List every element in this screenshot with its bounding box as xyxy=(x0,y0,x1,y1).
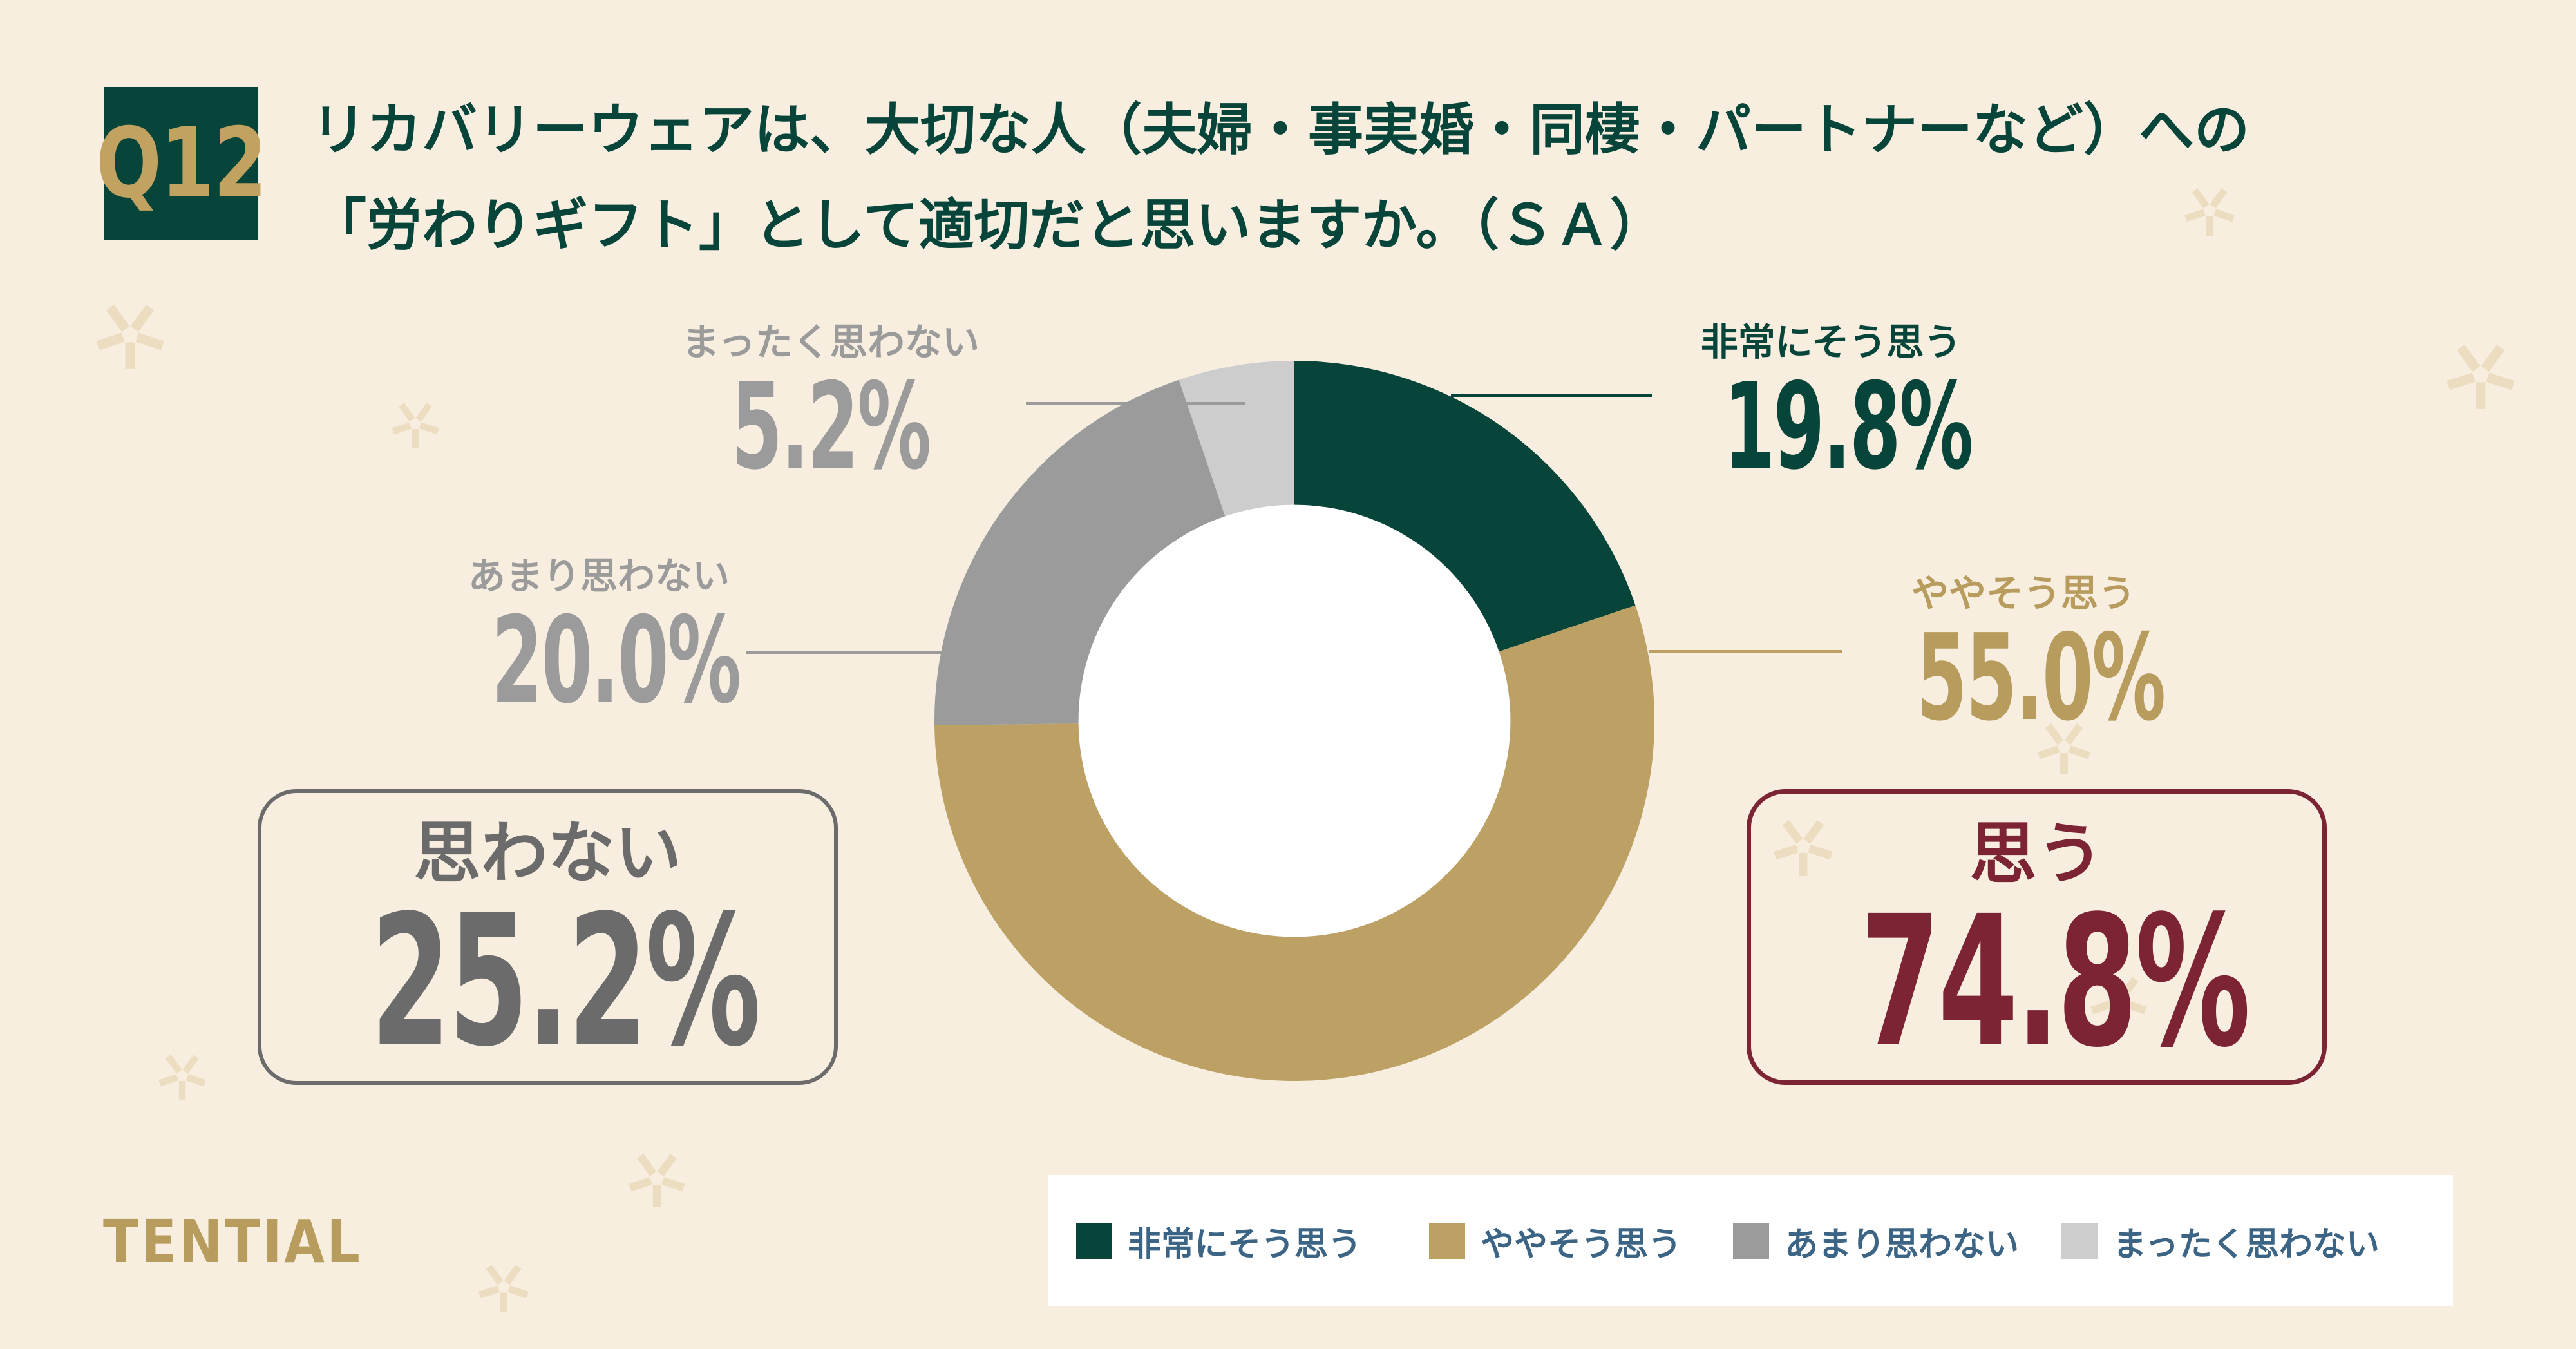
donut-hole xyxy=(1078,504,1511,937)
callout-somewhat-agree: ややそう思う 55.0% xyxy=(1840,568,2207,738)
page-title: リカバリーウェアは、大切な人（夫婦・事実婚・同棲・パートナーなど）への 「労わり… xyxy=(311,82,2533,273)
callout-label: まったく思わない xyxy=(682,320,980,364)
summary-box-disagree: 思わない 25.2% xyxy=(258,789,838,1085)
sparkle-icon xyxy=(156,1050,208,1102)
legend-label: まったく思わない xyxy=(2113,1225,2380,1264)
donut-chart xyxy=(934,361,1654,1081)
legend-swatch-icon xyxy=(1076,1223,1112,1259)
summary-value: 74.8% xyxy=(1860,877,2250,1087)
summary-label: 思う xyxy=(1969,814,2104,893)
leader-line-strongly-agree xyxy=(1451,394,1652,397)
sparkle-icon xyxy=(93,298,167,372)
donut-segment xyxy=(1179,361,1294,517)
sparkle-icon xyxy=(477,1260,531,1315)
leader-line-somewhat-disagree xyxy=(746,651,943,654)
tential-logo: TENTIAL xyxy=(103,1207,363,1276)
legend-swatch-icon xyxy=(1429,1223,1465,1259)
callout-label: あまり思わない xyxy=(468,554,730,598)
legend-label: あまり思わない xyxy=(1785,1225,2020,1264)
callout-value: 55.0% xyxy=(1916,608,2166,747)
legend-item-strongly-agree: 非常にそう思う xyxy=(1076,1175,1361,1306)
callout-strongly-disagree: まったく思わない 5.2% xyxy=(647,317,1014,486)
legend-item-somewhat-disagree: あまり思わない xyxy=(1733,1175,2019,1306)
summary-label: 思わない xyxy=(413,814,682,892)
sparkle-icon xyxy=(2444,338,2518,412)
sparkle-icon xyxy=(627,1149,688,1210)
question-number-badge: Q12 xyxy=(96,87,267,240)
chart-legend: 非常にそう思う ややそう思う あまり思わない まったく思わない xyxy=(1048,1175,2453,1306)
legend-label: 非常にそう思う xyxy=(1128,1225,1361,1264)
summary-value: 25.2% xyxy=(370,877,761,1087)
leader-line-somewhat-agree xyxy=(1649,650,1842,653)
legend-item-strongly-disagree: まったく思わない xyxy=(2061,1175,2380,1306)
callout-label: ややそう思う xyxy=(1911,571,2136,615)
title-line-2: 「労わりギフト」として適切だと思いますか。（ＳＡ） xyxy=(311,193,1665,258)
donut-segment xyxy=(934,379,1226,726)
leader-line-strongly-disagree xyxy=(1026,402,1245,405)
callout-value: 19.8% xyxy=(1723,357,1973,496)
callout-value: 20.0% xyxy=(491,591,741,730)
title-line-1: リカバリーウェアは、大切な人（夫婦・事実婚・同棲・パートナーなど）への xyxy=(311,98,2249,162)
legend-item-somewhat-agree: ややそう思う xyxy=(1429,1175,1681,1306)
summary-box-agree: 思う 74.8% xyxy=(1747,789,2327,1085)
legend-swatch-icon xyxy=(2061,1223,2098,1259)
legend-label: ややそう思う xyxy=(1481,1225,1682,1264)
sparkle-icon xyxy=(390,398,441,450)
legend-swatch-icon xyxy=(1733,1223,1769,1259)
callout-value: 5.2% xyxy=(731,357,932,496)
callout-strongly-agree: 非常にそう思う 19.8% xyxy=(1647,317,2014,486)
callout-somewhat-disagree: あまり思わない 20.0% xyxy=(415,551,782,720)
question-number: Q12 xyxy=(95,108,267,220)
callout-label: 非常にそう思う xyxy=(1700,320,1962,364)
donut-segment xyxy=(1294,361,1636,652)
donut-segment xyxy=(934,605,1654,1081)
